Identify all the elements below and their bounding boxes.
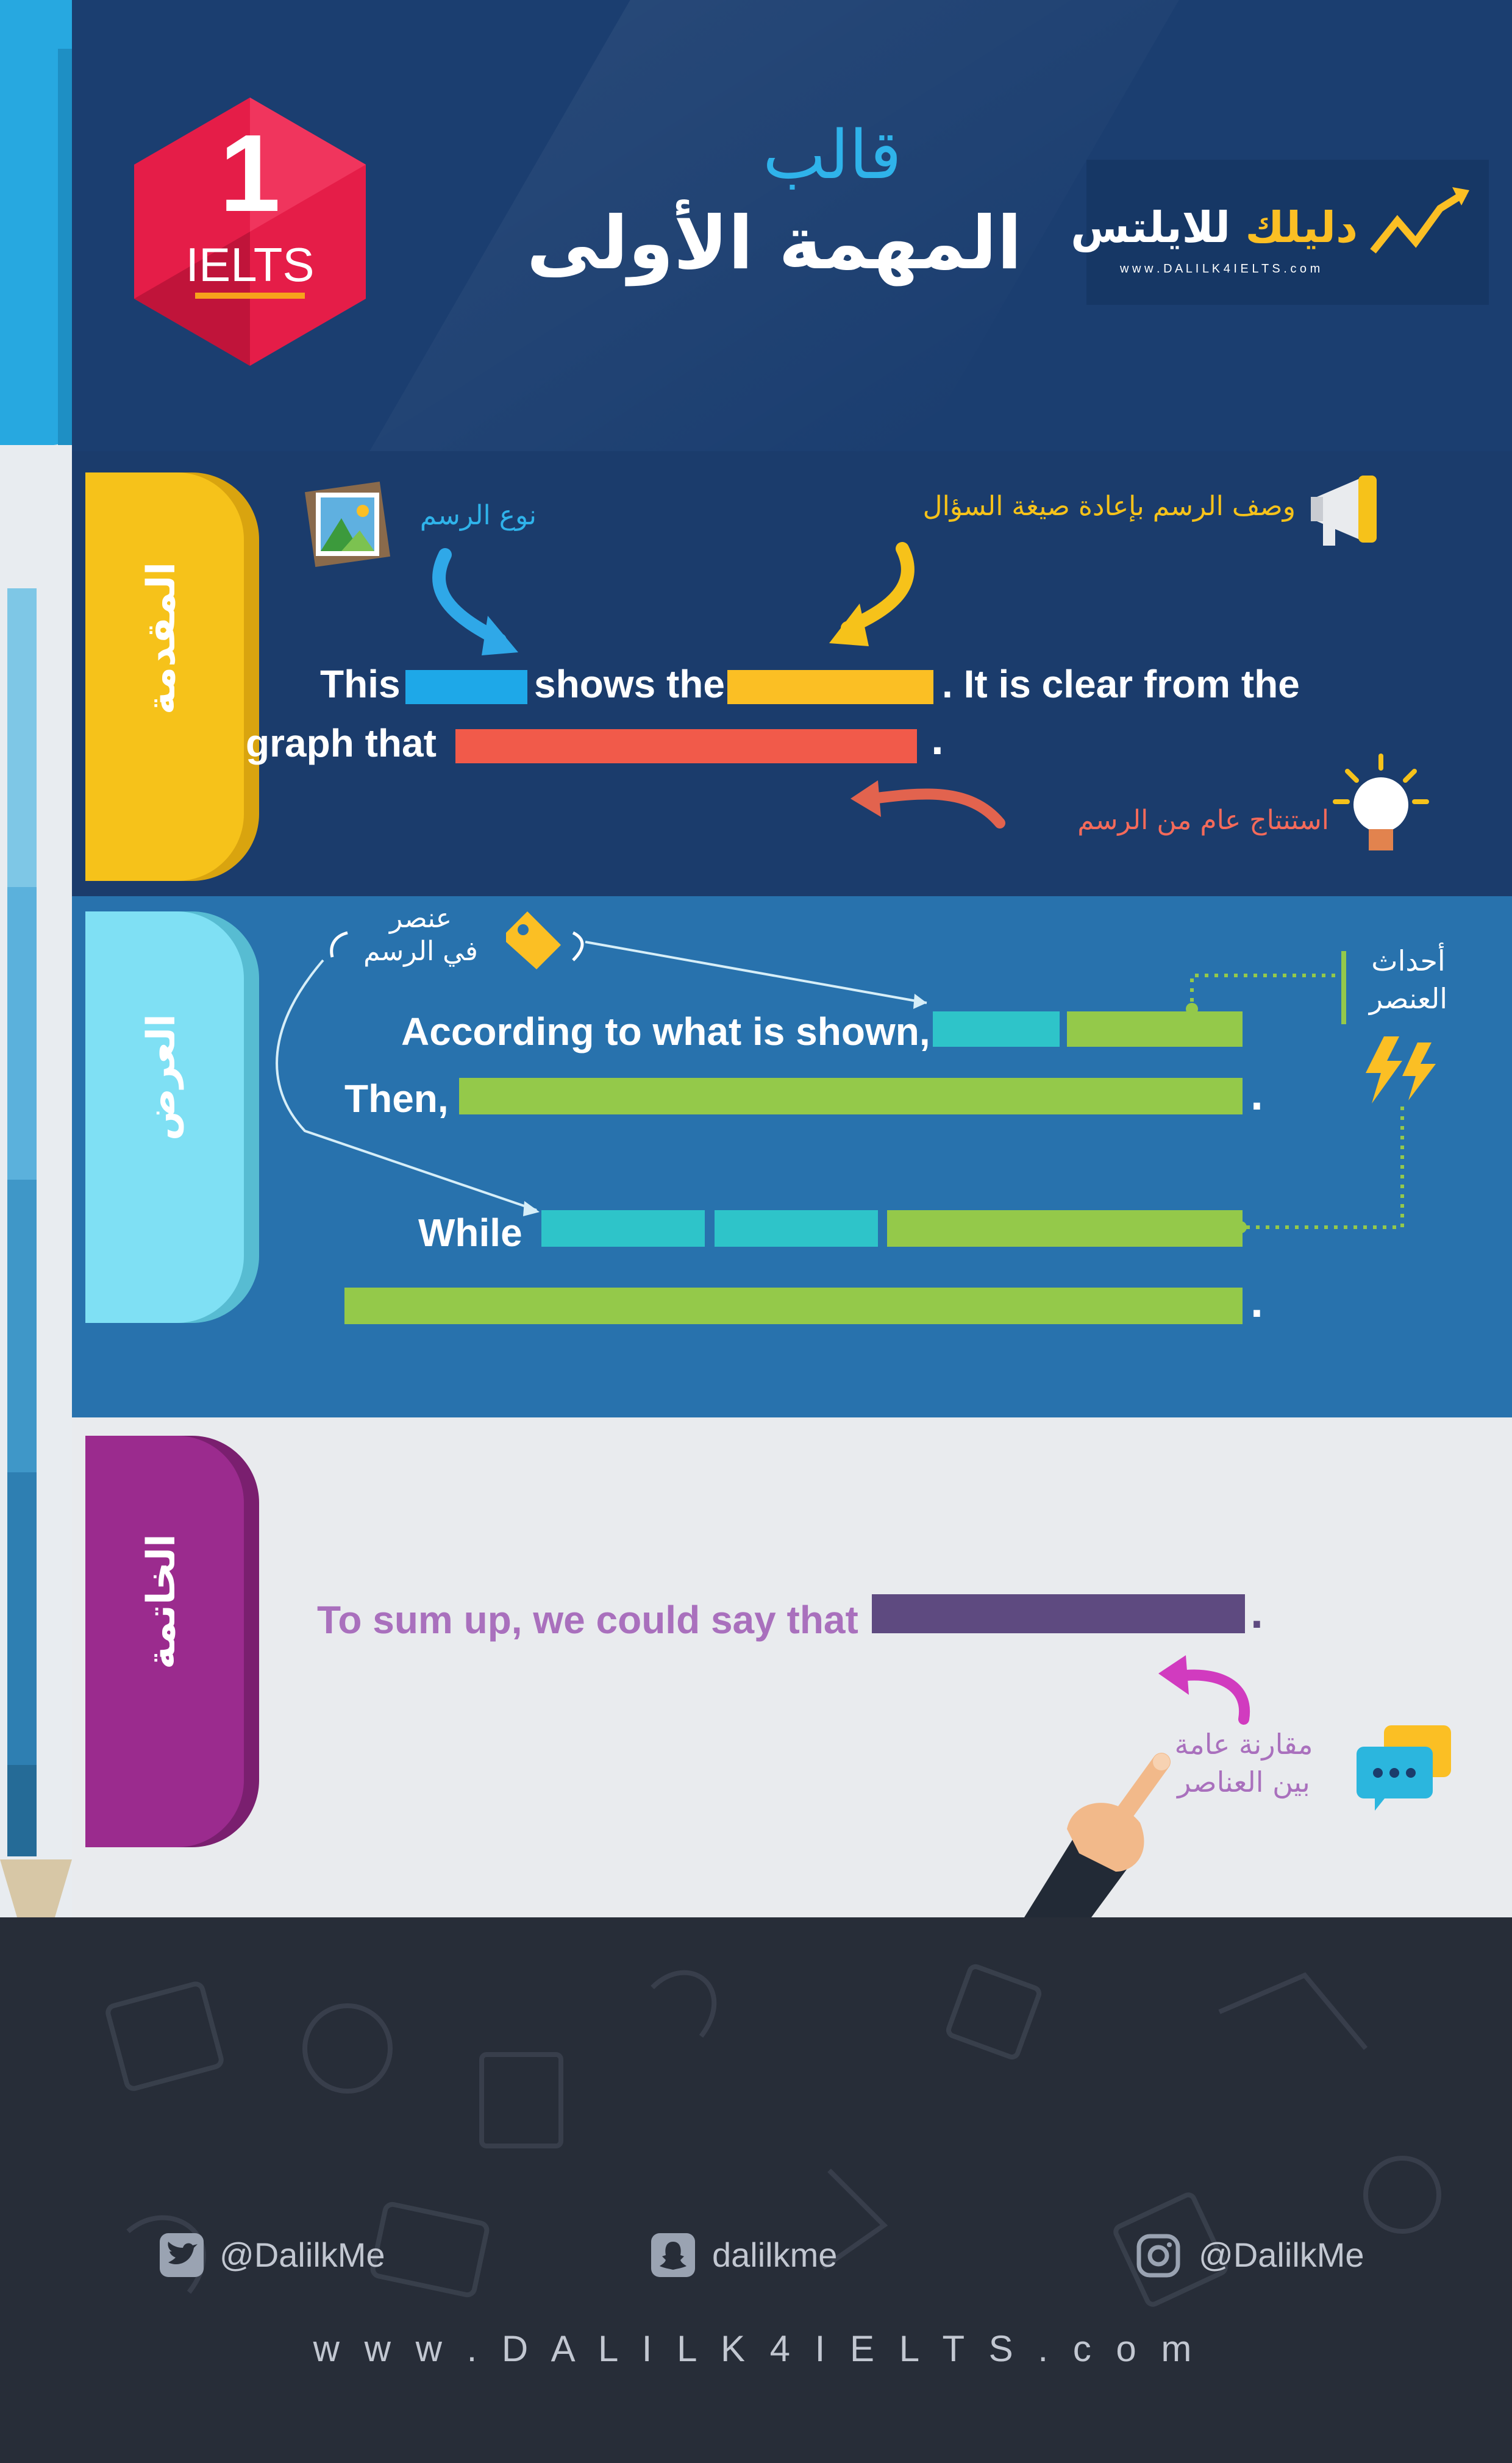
logo-box: دليلك للايلتس w w w . D A L I L K 4 I E … — [1071, 160, 1489, 305]
red-arrow-icon — [850, 780, 1005, 829]
snapchat-handle[interactable]: dalilkme — [712, 2236, 838, 2274]
then-dot: . — [1250, 1076, 1264, 1119]
blue-arrow-icon — [432, 548, 518, 655]
lightbulb-icon — [1333, 754, 1429, 850]
twitter-icon[interactable] — [160, 2233, 204, 2277]
graph-type-blank — [405, 670, 527, 704]
pointing-hand-icon — [1024, 1753, 1171, 1917]
footer — [0, 1917, 1512, 2463]
body-tab: العرض — [85, 911, 244, 1323]
event-blank-2 — [459, 1078, 1243, 1114]
conclusion-tab: الخاتمة — [85, 1436, 244, 1847]
twitter-handle[interactable]: @DalilkMe — [219, 2236, 385, 2274]
snapchat-icon[interactable] — [651, 2233, 695, 2277]
comparison-blank — [872, 1594, 1245, 1633]
conclusion-blank — [455, 729, 917, 763]
instagram-handle[interactable]: @DalilkMe — [1199, 2236, 1364, 2274]
logo-name: دليلك للايلتس — [1071, 202, 1358, 252]
lightning-icon — [1366, 1036, 1436, 1103]
while-element-blank-1 — [541, 1210, 705, 1247]
conclusion-dot: . — [1250, 1594, 1264, 1637]
intro-this: This — [320, 662, 401, 706]
doodle-pattern — [105, 1964, 1441, 2307]
pencil-top — [0, 49, 66, 445]
ielts-badge — [134, 98, 366, 366]
intro-graph-that: graph that — [246, 721, 437, 765]
website-url[interactable]: w w w . D A L I L K 4 I E L T S . c o m — [313, 2328, 1199, 2369]
description-note: وصف الرسم بإعادة صيغة السؤال — [922, 491, 1296, 522]
intro-dot: . — [930, 721, 944, 763]
megaphone-icon — [1311, 476, 1377, 546]
body-according: According to what is shown, — [401, 1010, 930, 1053]
pencil-cap — [0, 0, 72, 55]
description-blank — [727, 670, 933, 704]
page-title: المهمة الأولى — [526, 201, 1022, 286]
body-section — [72, 896, 1512, 1417]
final-dot: . — [1250, 1283, 1264, 1326]
purple-arrow-icon — [1158, 1655, 1250, 1725]
general-conclusion-note: استنتاج عام من الرسم — [1077, 805, 1329, 836]
logo-url: w w w . D A L I L K 4 I E L T S . c o m — [1120, 262, 1321, 276]
tag-icon — [506, 911, 561, 969]
body-tab-label: العرض — [139, 1014, 184, 1141]
element-note: عنصر في الرسم — [363, 903, 478, 967]
badge-label: IELTS — [185, 238, 315, 291]
event-blank-1 — [1067, 1011, 1243, 1047]
conclusion-sum-up: To sum up, we could say that — [317, 1598, 858, 1642]
title-small: قالب — [763, 116, 902, 194]
comparison-note: مقارنة عامة بين العناصر — [1174, 1728, 1313, 1798]
element-blank — [933, 1011, 1060, 1047]
while-element-blank-2 — [715, 1210, 878, 1247]
intro-tab: المقدمة — [85, 472, 244, 881]
yellow-arrow-icon — [829, 542, 915, 646]
element-connector-lines — [276, 931, 927, 1216]
body-while: While — [418, 1211, 522, 1255]
badge-number: 1 — [219, 112, 281, 235]
intro-clear-from: . It is clear from the — [942, 662, 1300, 706]
conclusion-tab-label: الخاتمة — [139, 1534, 184, 1669]
intro-tab-label: المقدمة — [139, 561, 184, 715]
final-event-blank — [344, 1288, 1243, 1324]
chat-bubble-icon — [1357, 1725, 1451, 1811]
intro-shows-the: shows the — [534, 662, 725, 706]
graph-type-note: نوع الرسم — [419, 500, 537, 531]
picture-icon — [304, 481, 391, 568]
conclusion-section — [72, 1417, 1512, 1917]
chart-logo-icon — [1370, 187, 1469, 254]
body-then: Then, — [344, 1077, 449, 1121]
events-note: أحداث العنصر — [1369, 944, 1448, 1015]
instagram-icon[interactable] — [1135, 2233, 1182, 2279]
while-event-blank — [887, 1210, 1243, 1247]
